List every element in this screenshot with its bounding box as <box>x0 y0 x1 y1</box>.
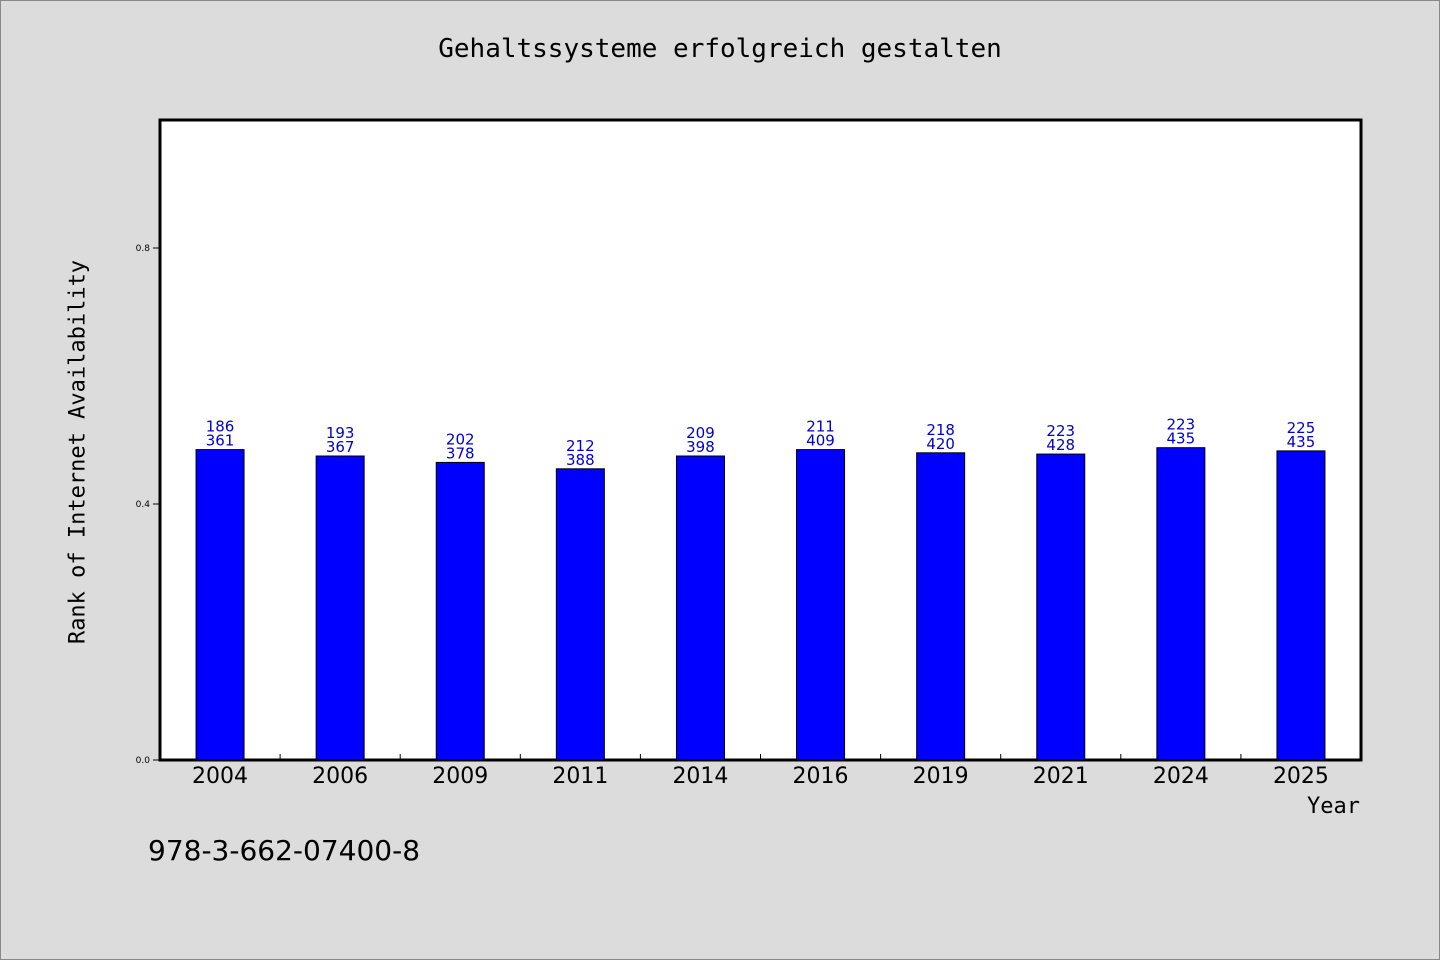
data-label-bottom: 435 <box>1287 433 1316 451</box>
bar <box>1156 447 1206 761</box>
x-axis-label: Year <box>1307 794 1360 819</box>
x-tick-label: 2024 <box>1153 764 1209 789</box>
bar <box>796 449 846 761</box>
data-label-top: 223 <box>1046 422 1075 440</box>
x-tick-label: 2014 <box>672 764 728 789</box>
data-label-top: 193 <box>326 424 355 442</box>
data-label-bottom: 409 <box>806 432 835 450</box>
data-label-bottom: 398 <box>686 438 715 456</box>
data-label-top: 225 <box>1287 419 1316 437</box>
x-tick-label: 2021 <box>1033 764 1089 789</box>
x-tick-label: 2016 <box>793 764 849 789</box>
bar <box>675 455 725 761</box>
x-tick-label: 2004 <box>192 764 248 789</box>
bar <box>916 452 966 761</box>
chart-title: Gehaltssysteme erfolgreich gestalten <box>438 34 1002 64</box>
data-label-bottom: 435 <box>1167 430 1196 448</box>
bar <box>555 468 605 761</box>
x-tick-label: 2006 <box>312 764 368 789</box>
x-tick-label: 2025 <box>1273 764 1329 789</box>
data-label-bottom: 378 <box>446 444 475 462</box>
data-label-bottom: 367 <box>326 438 355 456</box>
x-tick-label: 2011 <box>552 764 608 789</box>
data-label-top: 211 <box>806 418 835 436</box>
isbn-text: 978-3-662-07400-8 <box>148 834 421 867</box>
data-label-top: 223 <box>1167 416 1196 434</box>
data-label-top: 212 <box>566 437 595 455</box>
bar <box>435 461 485 761</box>
bar <box>1036 453 1086 761</box>
data-label-top: 202 <box>446 430 475 448</box>
bar <box>1276 450 1326 761</box>
y-tick-label: 0.4 <box>136 500 151 510</box>
data-label-bottom: 420 <box>926 435 955 453</box>
bar <box>315 455 365 761</box>
data-label-bottom: 428 <box>1046 436 1075 454</box>
data-label-bottom: 361 <box>206 432 235 450</box>
x-tick-label: 2009 <box>432 764 488 789</box>
data-label-bottom: 388 <box>566 451 595 469</box>
data-label-top: 218 <box>926 421 955 439</box>
bar <box>195 449 245 761</box>
data-label-top: 209 <box>686 424 715 442</box>
data-label-top: 186 <box>206 418 235 436</box>
y-tick-label: 0.8 <box>136 244 151 254</box>
x-tick-label: 2019 <box>913 764 969 789</box>
y-tick-label: 0.0 <box>136 756 151 766</box>
